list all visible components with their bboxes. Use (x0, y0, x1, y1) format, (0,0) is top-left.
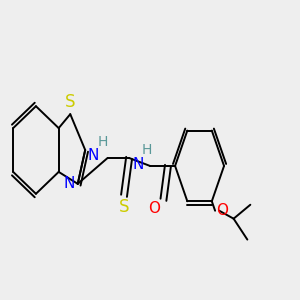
Text: N: N (132, 157, 143, 172)
Text: N: N (64, 176, 75, 191)
Text: H: H (142, 143, 152, 157)
Text: N: N (88, 148, 99, 164)
Text: O: O (216, 203, 228, 218)
Text: H: H (98, 135, 108, 149)
Text: S: S (65, 93, 76, 111)
Text: O: O (148, 201, 160, 216)
Text: S: S (119, 198, 129, 216)
